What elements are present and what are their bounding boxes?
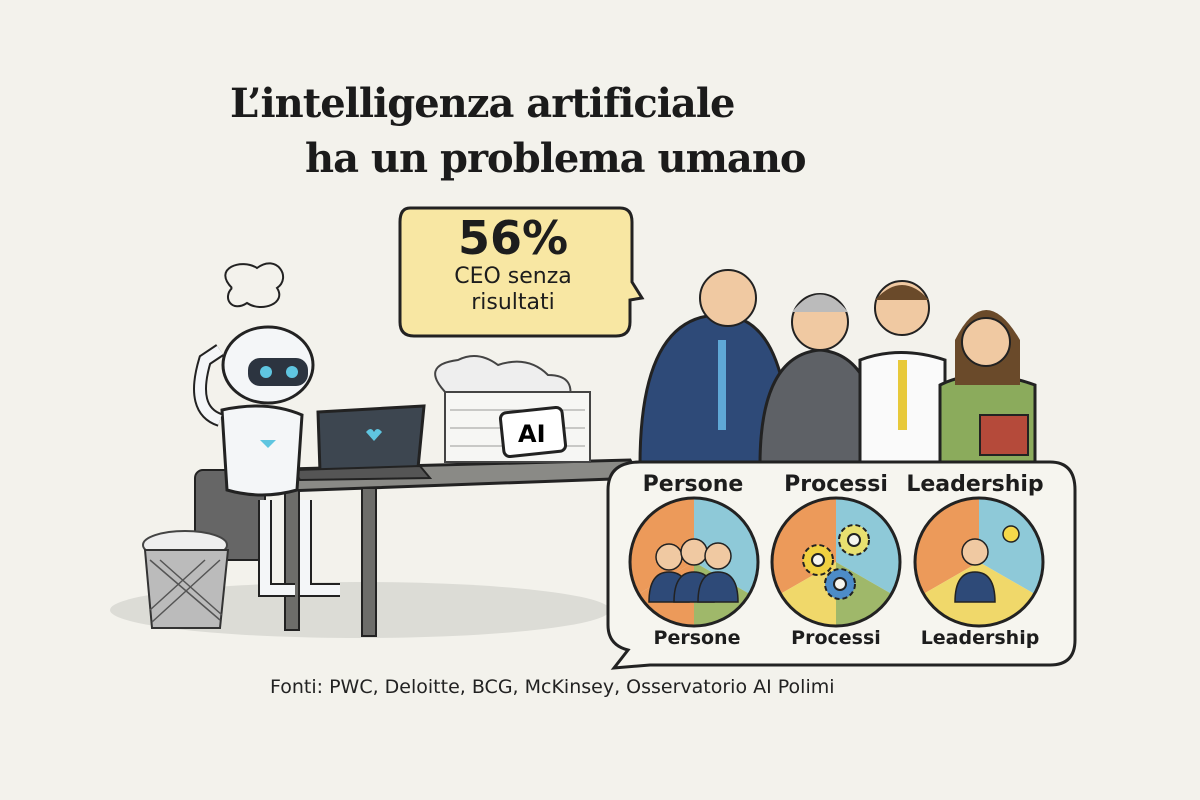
stat-label-2: risultati [471,290,555,315]
person-head [961,538,989,566]
person-body [697,571,739,603]
lightbulb-icon [1002,525,1020,543]
person-body [954,571,996,603]
waste-basket-icon [142,530,230,629]
stat-callout: 56% CEO senza risultati [402,212,624,316]
pillar-circle-outline [913,496,1045,628]
pillar-circle-outline [770,496,902,628]
leader-lightbulb-icon [913,496,1045,628]
gear-hole [811,553,825,567]
title-line-1: L’intelligenza artificiale [230,80,735,127]
paper-pile-icon [434,355,591,463]
title-line-2: ha un problema umano [305,135,807,182]
floor-shadow [110,582,610,638]
pillar-top-label-processi: Processi [784,472,888,497]
person-head [680,538,708,566]
confused-people [638,269,1037,467]
person-head [704,542,732,570]
stat-speech-bubble [398,206,645,338]
laptop-icon [292,404,433,482]
pillar-top-label-leadership: Leadership [906,472,1044,497]
confused-robot [193,262,340,597]
stat-label-1: CEO senza [454,264,572,289]
person-head [655,543,683,571]
ai-label: AI [518,420,546,448]
pillar-circle-outline [628,496,760,628]
gear-hole [847,533,861,547]
sources-footer: Fonti: PWC, Deloitte, BCG, McKinsey, Oss… [270,676,835,698]
scribble-icon [224,262,284,308]
people-icon [628,496,760,628]
stat-value: 56% [457,211,569,265]
pillar-bottom-label-processi: Processi [791,627,881,649]
gears-icon [770,496,902,628]
pillar-bottom-label-leadership: Leadership [920,627,1040,649]
pillar-circles [628,496,1045,628]
pillar-bottom-label-persone: Persone [653,627,741,649]
pillar-top-label-persone: Persone [642,472,744,497]
gear-hole [833,577,847,591]
